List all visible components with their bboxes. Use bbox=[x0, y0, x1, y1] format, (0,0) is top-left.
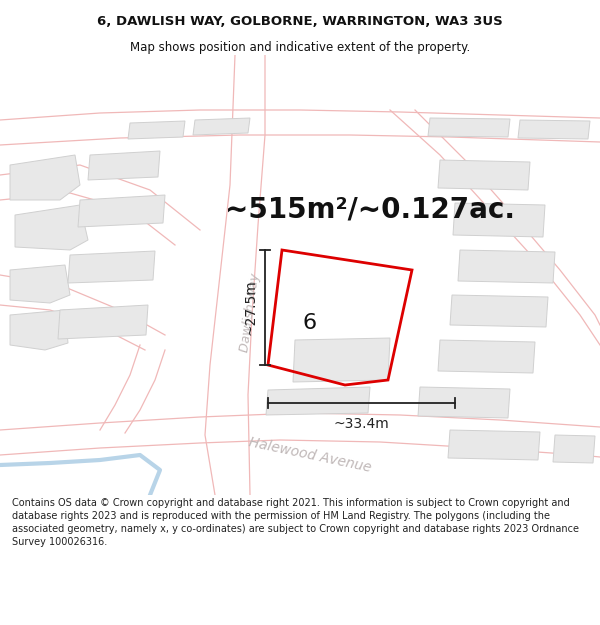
Text: Map shows position and indicative extent of the property.: Map shows position and indicative extent… bbox=[130, 41, 470, 54]
Polygon shape bbox=[450, 295, 548, 327]
Text: ~515m²/~0.127ac.: ~515m²/~0.127ac. bbox=[225, 196, 515, 224]
Polygon shape bbox=[193, 118, 250, 135]
Polygon shape bbox=[128, 121, 185, 139]
Polygon shape bbox=[10, 310, 68, 350]
Polygon shape bbox=[10, 155, 80, 200]
Text: Contains OS data © Crown copyright and database right 2021. This information is : Contains OS data © Crown copyright and d… bbox=[12, 498, 579, 548]
Polygon shape bbox=[293, 338, 390, 382]
Text: 6, DAWLISH WAY, GOLBORNE, WARRINGTON, WA3 3US: 6, DAWLISH WAY, GOLBORNE, WARRINGTON, WA… bbox=[97, 16, 503, 28]
Polygon shape bbox=[553, 435, 595, 463]
Text: ~33.4m: ~33.4m bbox=[334, 417, 389, 431]
Text: ~27.5m: ~27.5m bbox=[243, 279, 257, 336]
Polygon shape bbox=[88, 151, 160, 180]
Polygon shape bbox=[418, 387, 510, 418]
Polygon shape bbox=[68, 251, 155, 283]
Polygon shape bbox=[448, 430, 540, 460]
Polygon shape bbox=[266, 387, 370, 415]
Polygon shape bbox=[438, 160, 530, 190]
Polygon shape bbox=[10, 265, 70, 303]
Polygon shape bbox=[458, 250, 555, 283]
Text: Halewood Avenue: Halewood Avenue bbox=[247, 435, 373, 475]
Polygon shape bbox=[58, 305, 148, 339]
Text: Dawlish Way: Dawlish Way bbox=[238, 272, 262, 353]
Polygon shape bbox=[15, 205, 88, 250]
Polygon shape bbox=[453, 203, 545, 237]
Text: 6: 6 bbox=[303, 313, 317, 333]
Polygon shape bbox=[518, 120, 590, 139]
Polygon shape bbox=[78, 195, 165, 227]
Polygon shape bbox=[428, 118, 510, 137]
Polygon shape bbox=[438, 340, 535, 373]
